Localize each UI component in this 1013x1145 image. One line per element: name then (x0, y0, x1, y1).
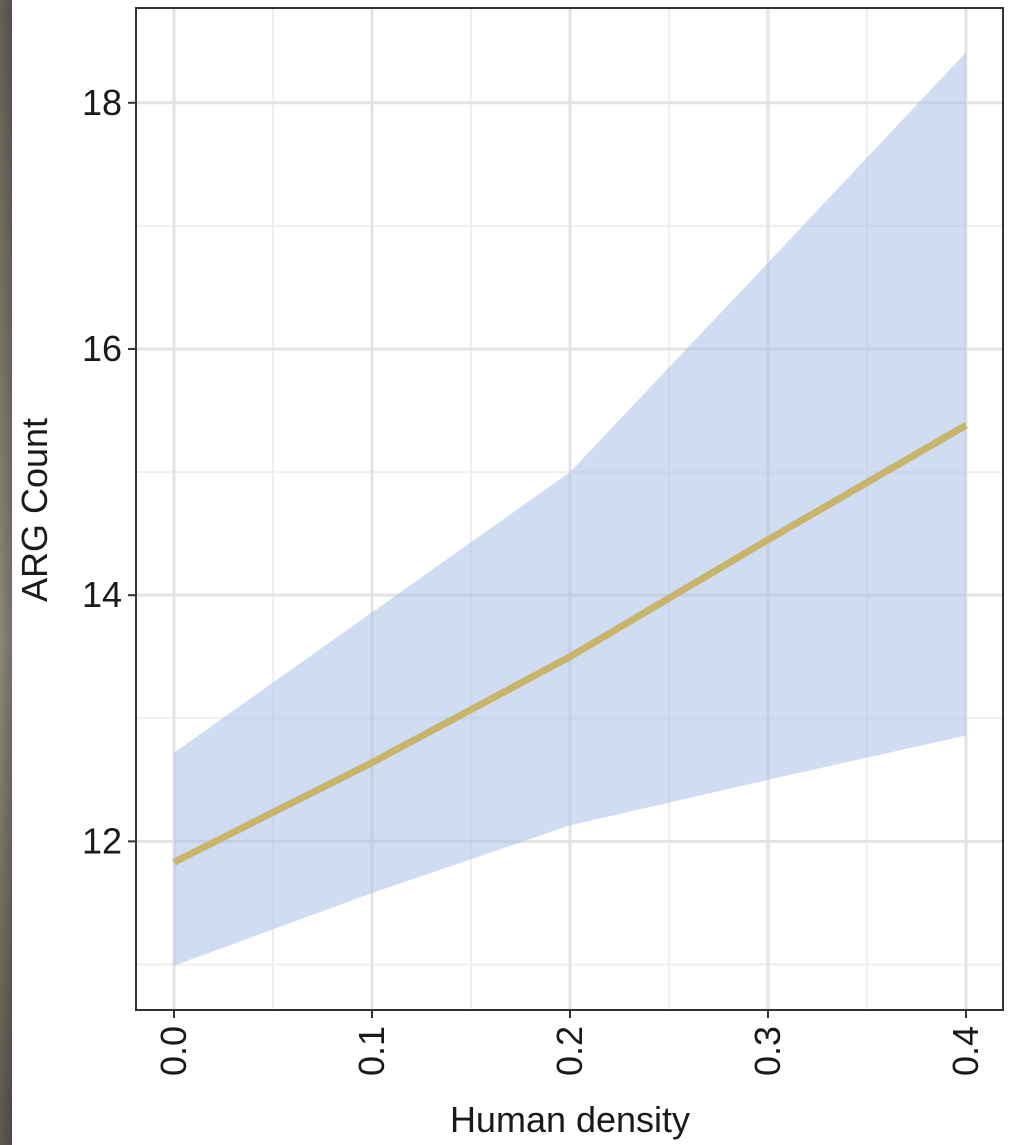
y-axis-label: ARG Count (14, 418, 55, 602)
y-tick-label: 12 (82, 820, 122, 861)
page: {"chart_data": {"type": "line", "x_label… (0, 0, 1013, 1145)
y-tick-label: 18 (82, 82, 122, 123)
y-tick-label: 14 (82, 574, 122, 615)
x-axis-label: Human density (450, 1099, 690, 1140)
x-tick-label: 0.0 (153, 1026, 194, 1076)
x-tick-label: 0.1 (351, 1026, 392, 1076)
y-tick-label: 16 (82, 328, 122, 369)
chart: ARG Count Human density 0.0 0.1 0.2 0.3 0.4 1… (0, 0, 1013, 1145)
x-tick-label: 0.4 (945, 1026, 986, 1076)
x-tick-label: 0.2 (549, 1026, 590, 1076)
x-tick-label: 0.3 (747, 1026, 788, 1076)
